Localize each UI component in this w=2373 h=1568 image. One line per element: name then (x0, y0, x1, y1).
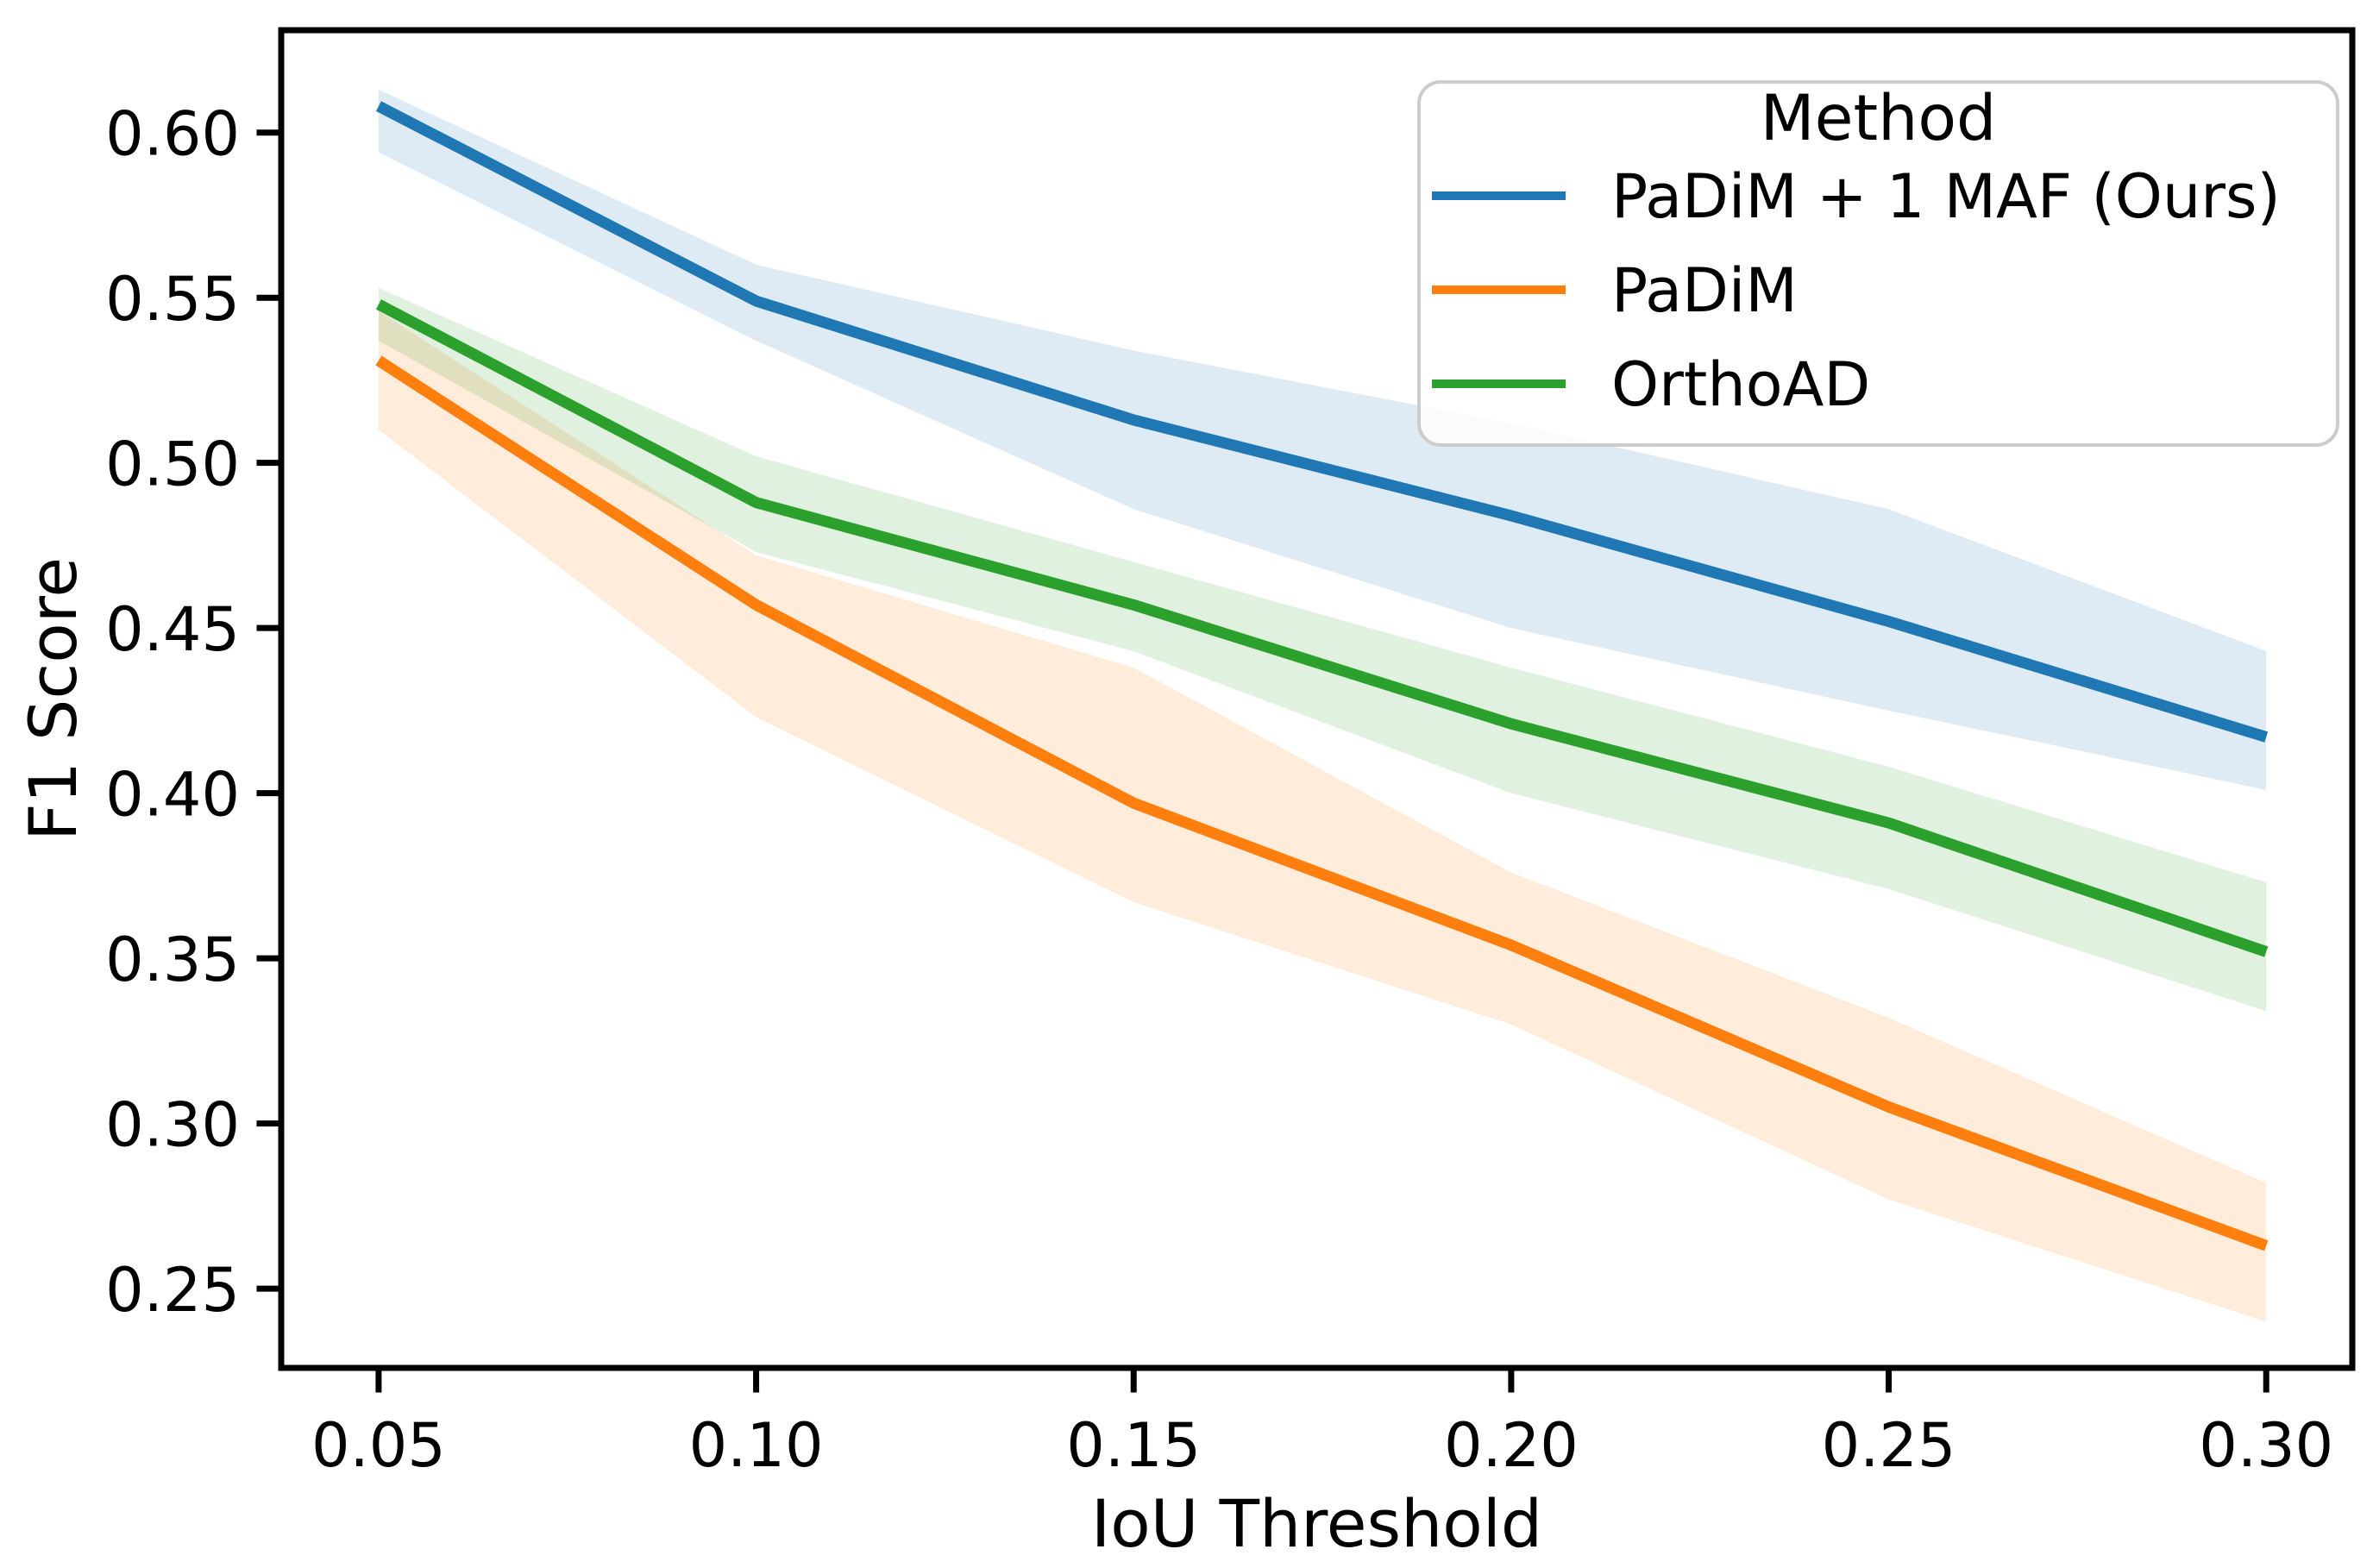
legend-item-label: OrthoAD (1611, 349, 1870, 420)
legend-title: Method (1761, 82, 1997, 155)
x-axis-label: IoU Threshold (1091, 1485, 1542, 1562)
x-tick-label: 0.30 (2199, 1410, 2333, 1481)
legend-item-padim-1-maf-ours: PaDiM + 1 MAF (Ours) (1432, 161, 2281, 232)
y-tick-label: 0.40 (105, 760, 240, 831)
y-tick-label: 0.50 (105, 430, 240, 500)
series-line-orthoad (375, 299, 2269, 957)
x-tick-label: 0.10 (689, 1410, 824, 1481)
y-tick-label: 0.60 (105, 99, 240, 170)
legend-item-label: PaDiM (1611, 255, 1798, 326)
y-tick-label: 0.25 (105, 1255, 240, 1326)
y-axis: 0.25 0.30 0.35 0.40 0.45 0.50 0.55 0.60 (105, 99, 279, 1326)
x-tick-label: 0.05 (311, 1410, 446, 1481)
x-tick-label: 0.25 (1822, 1410, 1956, 1481)
y-tick-label: 0.35 (105, 925, 240, 995)
legend-item-orthoad: OrthoAD (1432, 349, 1870, 420)
legend-box (1417, 80, 2339, 447)
y-tick-label: 0.55 (105, 264, 240, 335)
series-line-padim-1-maf-ours (375, 101, 2269, 743)
legend-item-label: PaDiM + 1 MAF (Ours) (1611, 161, 2281, 232)
x-tick-label: 0.15 (1066, 1410, 1201, 1481)
y-tick-label: 0.30 (105, 1090, 240, 1161)
series-lines (375, 101, 2269, 1251)
x-tick-label: 0.20 (1444, 1410, 1579, 1481)
x-axis: 0.05 0.10 0.15 0.20 0.25 0.30 (311, 1370, 2333, 1481)
series-line-padim (375, 355, 2269, 1251)
confidence-band-padim-1-maf-ours (378, 89, 2267, 790)
plot-box-spines (278, 27, 2356, 1371)
confidence-band-orthoad (378, 287, 2267, 1012)
y-axis-label: F1 Score (15, 557, 91, 841)
legend-item-padim: PaDiM (1432, 255, 1798, 326)
y-tick-label: 0.45 (105, 594, 240, 665)
